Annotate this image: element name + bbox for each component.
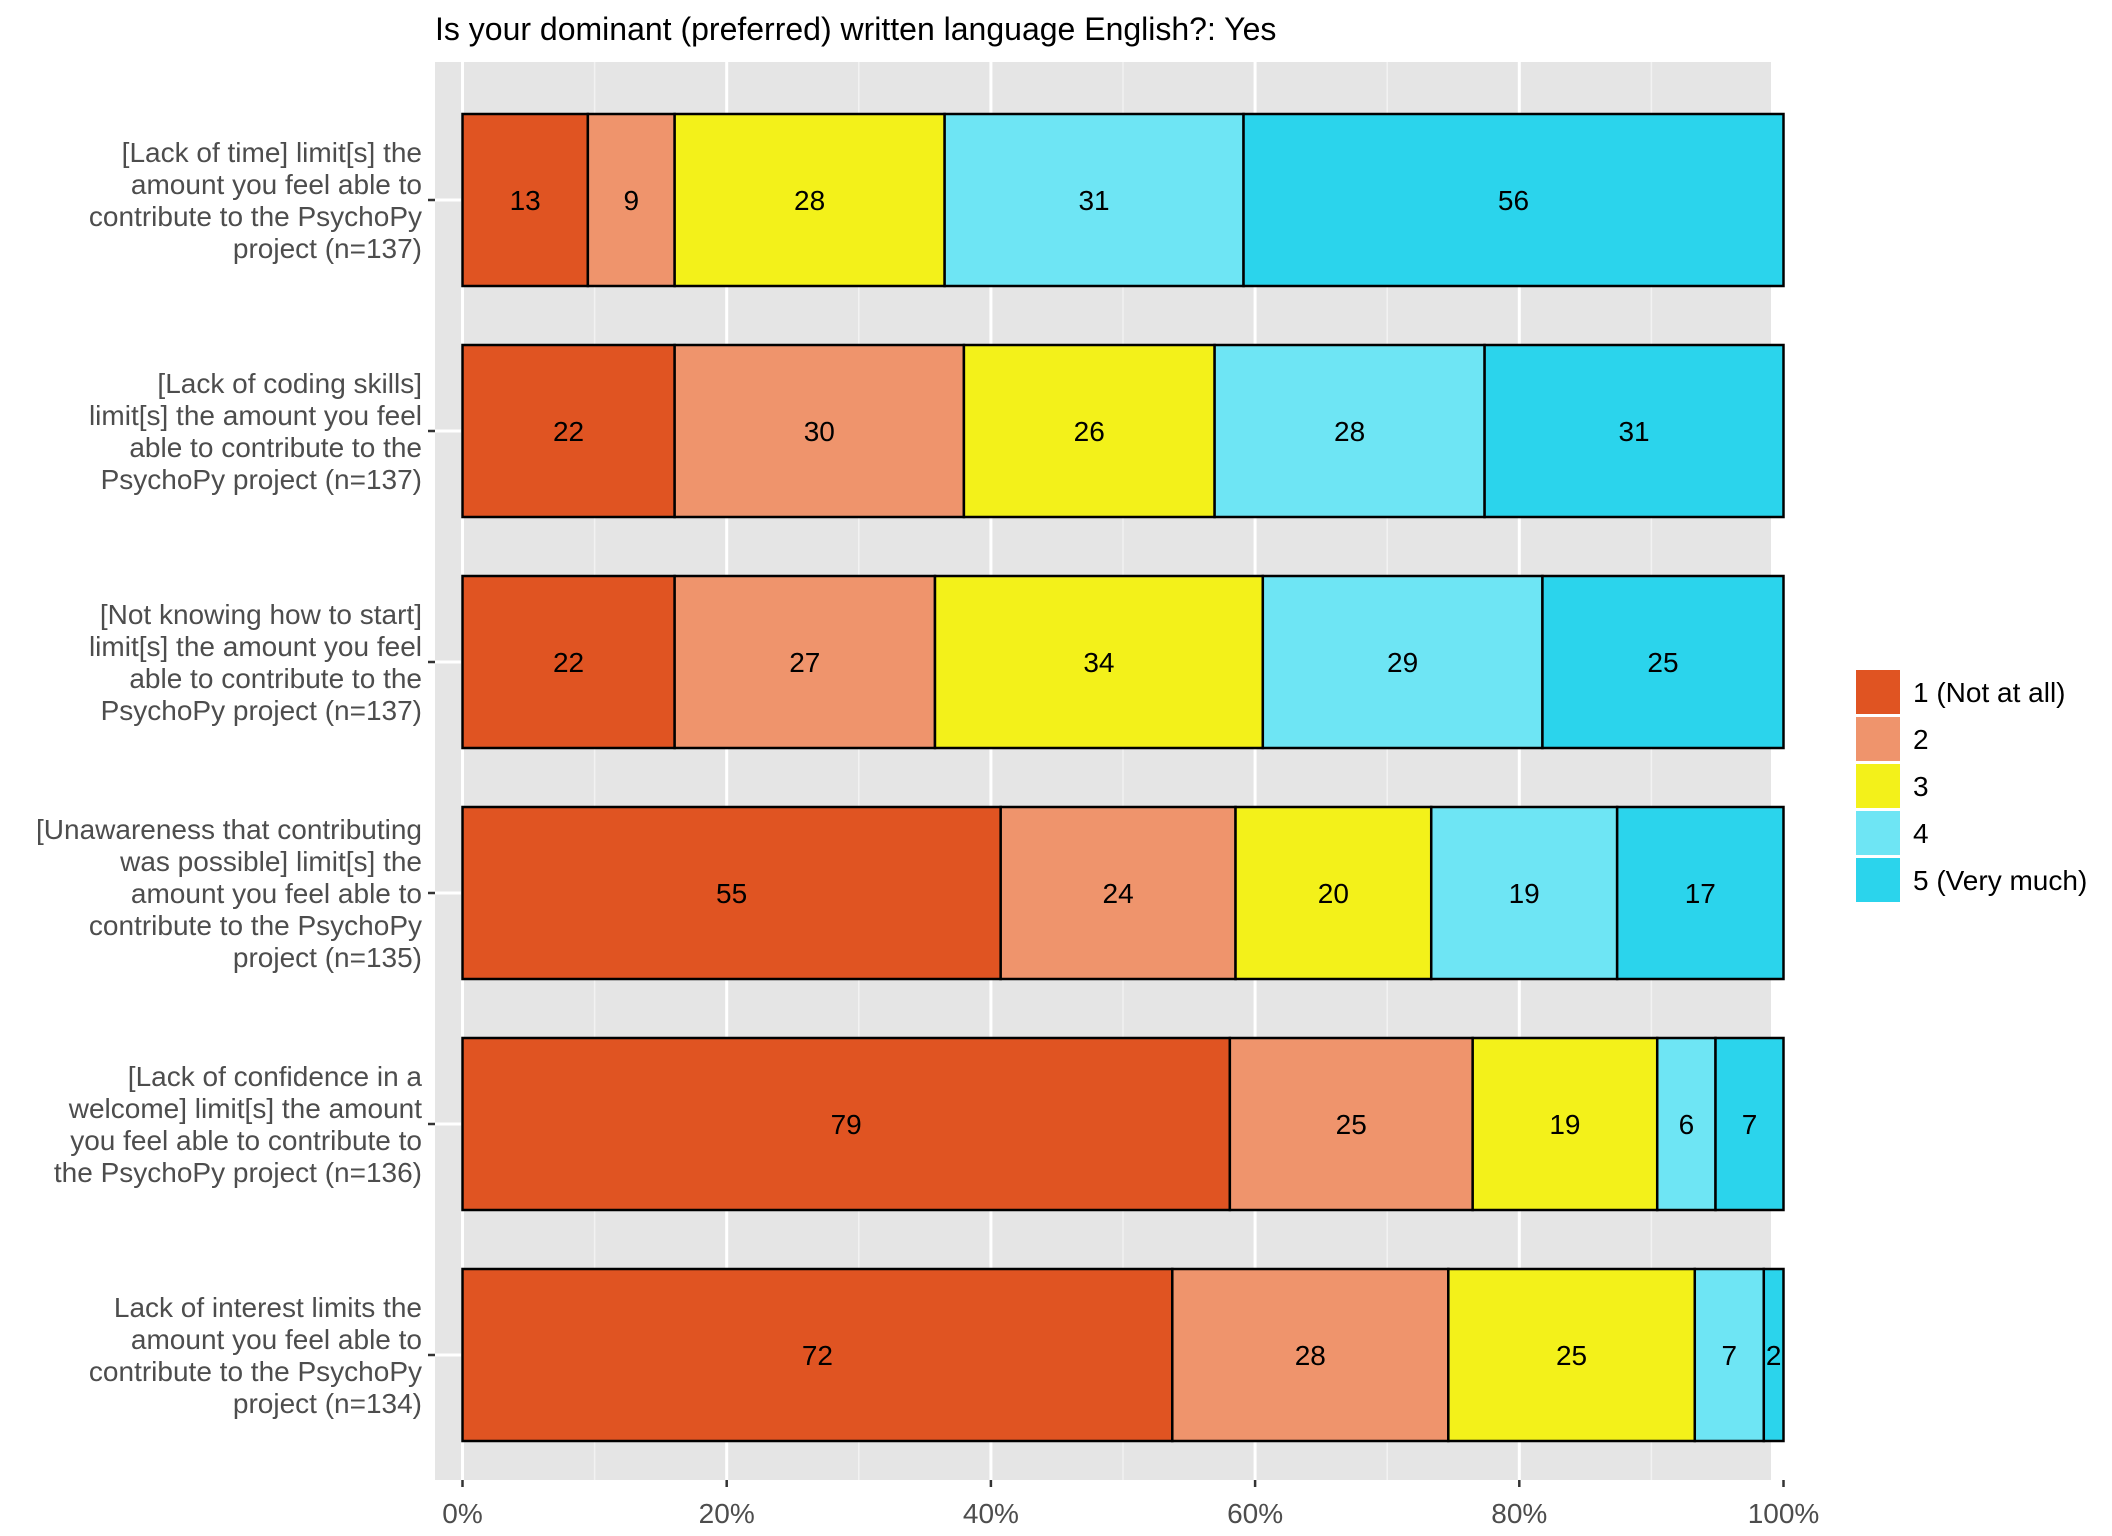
- bar-segment: [1261, 574, 1544, 750]
- bar-value-label: 72: [802, 1340, 833, 1371]
- x-tick-label: 80%: [1491, 1498, 1547, 1529]
- legend-key: [1856, 858, 1900, 902]
- bar-segment: [461, 805, 1002, 981]
- legend-label: 5 (Very much): [1913, 865, 2087, 896]
- legend-key: [1856, 717, 1900, 761]
- bar-value-label: 7: [1742, 1109, 1758, 1140]
- bar-value-label: 20: [1318, 878, 1349, 909]
- bar-segment: [999, 805, 1237, 981]
- x-tick-label: 0%: [442, 1498, 482, 1529]
- y-category-label: [Not knowing how to start] limit[s] the a…: [89, 599, 422, 726]
- bar-value-label: 34: [1083, 647, 1114, 678]
- y-category-label: [Unawareness that contributing was possib…: [36, 814, 422, 973]
- legend-key: [1856, 811, 1900, 855]
- bar-segment: [673, 112, 946, 288]
- bar-segment: [1693, 1267, 1766, 1443]
- bar-value-label: 28: [1295, 1340, 1326, 1371]
- bar-value-label: 28: [1334, 416, 1365, 447]
- bar-segment: [1615, 805, 1785, 981]
- bar-value-label: 55: [716, 878, 747, 909]
- bar-value-label: 17: [1685, 878, 1716, 909]
- plot-panel: [435, 62, 1771, 1480]
- bar-value-label: 26: [1074, 416, 1105, 447]
- y-category-label: Lack of interest limits the amount you fe…: [89, 1292, 422, 1419]
- bar-segment: [1714, 1036, 1785, 1212]
- bar-value-label: 9: [623, 185, 639, 216]
- bar-segment: [673, 574, 937, 750]
- y-category-label: [Lack of time] limit[s] the amount you fe…: [89, 137, 422, 264]
- bar-value-label: 22: [553, 416, 584, 447]
- x-tick-label: 60%: [1227, 1498, 1283, 1529]
- bar-value-label: 22: [553, 647, 584, 678]
- bar-segment: [1234, 805, 1433, 981]
- bar-segment: [461, 1267, 1174, 1443]
- bar-value-label: 24: [1103, 878, 1134, 909]
- bar-segment: [1762, 1267, 1785, 1443]
- bar-segment: [1429, 805, 1619, 981]
- bar-segment: [1483, 343, 1785, 519]
- bar-segment: [673, 343, 966, 519]
- bar-segment: [1228, 1036, 1474, 1212]
- bar-value-label: 79: [831, 1109, 862, 1140]
- bar-value-label: 7: [1721, 1340, 1737, 1371]
- bar-segment: [1242, 112, 1785, 288]
- bar-segment: [461, 112, 590, 288]
- x-tick-label: 100%: [1748, 1498, 1820, 1529]
- bar-value-label: 6: [1679, 1109, 1695, 1140]
- bar-value-label: 19: [1549, 1109, 1580, 1140]
- bar-segment: [933, 574, 1265, 750]
- bar-value-label: 13: [510, 185, 541, 216]
- bar-segment: [586, 112, 676, 288]
- legend-label: 3: [1913, 771, 1929, 802]
- legend-key: [1856, 670, 1900, 714]
- bar-value-label: 25: [1647, 647, 1678, 678]
- x-tick-label: 40%: [963, 1498, 1019, 1529]
- legend: 1 (Not at all) 2 3 4 5 (Very much): [1856, 670, 2087, 902]
- bar-value-label: 2: [1766, 1340, 1782, 1371]
- legend-label: 4: [1913, 818, 1929, 849]
- bar-segment: [1171, 1267, 1450, 1443]
- bar-value-label: 29: [1387, 647, 1418, 678]
- bar-value-label: 56: [1498, 185, 1529, 216]
- y-category-label: [Lack of confidence in a welcome] limit[s…: [54, 1061, 423, 1188]
- bar-value-label: 25: [1556, 1340, 1587, 1371]
- bar-segment: [461, 1036, 1232, 1212]
- bar-segment: [962, 343, 1216, 519]
- bar-segment: [1447, 1267, 1697, 1443]
- bar-value-label: 25: [1336, 1109, 1367, 1140]
- bar-value-label: 31: [1078, 185, 1109, 216]
- x-tick-label: 20%: [699, 1498, 755, 1529]
- bar-value-label: 27: [789, 647, 820, 678]
- bar-segment: [1213, 343, 1486, 519]
- bar-segment: [943, 112, 1245, 288]
- bar-segment: [461, 343, 676, 519]
- bar-value-label: 31: [1618, 416, 1649, 447]
- bar-value-label: 19: [1509, 878, 1540, 909]
- legend-label: 1 (Not at all): [1913, 677, 2066, 708]
- bar-segment: [461, 574, 676, 750]
- bar-value-label: 30: [804, 416, 835, 447]
- y-axis-labels: [Lack of time] limit[s] the amount you fe…: [36, 137, 435, 1419]
- y-category-label: [Lack of coding skills] limit[s] the amou…: [89, 368, 422, 495]
- legend-key: [1856, 764, 1900, 808]
- bar-segment: [1471, 1036, 1659, 1212]
- x-axis-ticks: 0% 20% 40% 60% 80% 100%: [442, 1480, 1819, 1529]
- legend-label: 2: [1913, 724, 1929, 755]
- chart-title: Is your dominant (preferred) written lan…: [435, 11, 1276, 47]
- bar-value-label: 28: [794, 185, 825, 216]
- bar-segment: [1541, 574, 1785, 750]
